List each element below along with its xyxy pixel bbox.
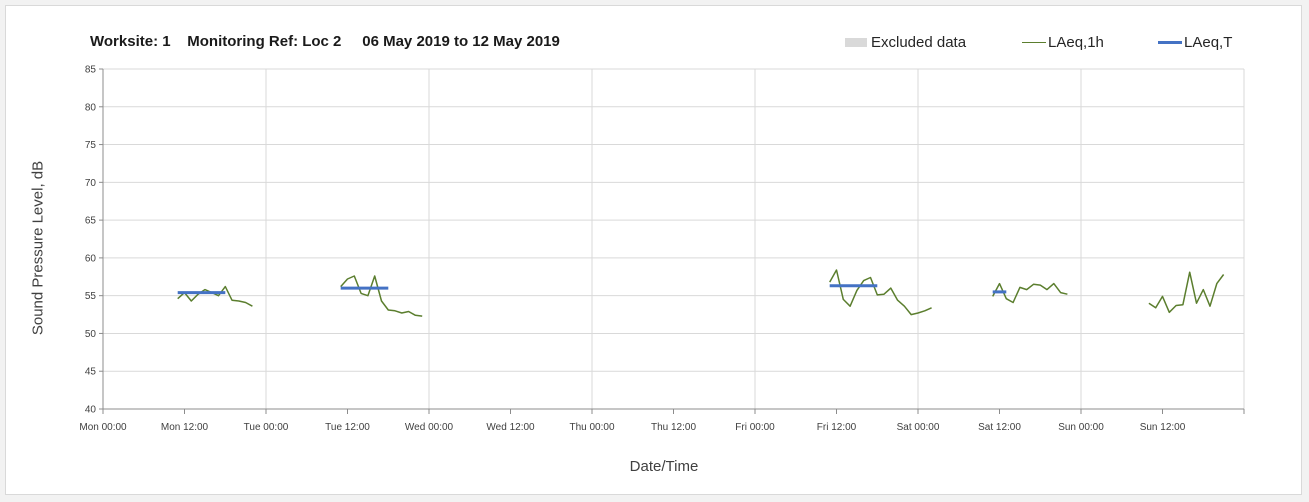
y-tick-labels: 40 45 50 55 60 65 70 75 80 85: [85, 65, 97, 416]
y-tick-label: 40: [85, 405, 97, 416]
legend-item-laeqT: LAeq,T: [1158, 34, 1232, 51]
y-tick-label: 45: [85, 367, 97, 378]
x-tick-label: Sat 12:00: [978, 422, 1021, 433]
x-tick-label: Thu 12:00: [651, 422, 696, 433]
series-lines: [177, 269, 1225, 317]
x-tick-label: Mon 00:00: [79, 422, 127, 433]
legend-label-laeqT: LAeq,T: [1184, 34, 1233, 51]
laeq1h-line: [829, 269, 932, 316]
x-tick-label: Tue 12:00: [325, 422, 370, 433]
chart-title: Worksite: 1 Monitoring Ref: Loc 2 06 May…: [90, 33, 560, 50]
laeq1h-line: [992, 282, 1068, 304]
y-tick-label: 70: [85, 178, 97, 189]
legend-item-excluded: Excluded data: [845, 34, 966, 51]
x-tick-label: Thu 00:00: [569, 422, 614, 433]
x-tick-label: Wed 00:00: [405, 422, 454, 433]
grid-lines: [103, 68, 1245, 409]
x-axis-label: Date/Time: [629, 458, 699, 475]
x-tick-label: Wed 12:00: [486, 422, 535, 433]
x-tick-label: Mon 12:00: [161, 422, 209, 433]
laeq1h-line: [340, 275, 423, 317]
excluded-swatch: [845, 38, 867, 47]
y-tick-label: 65: [85, 216, 97, 227]
y-tick-label: 55: [85, 291, 97, 302]
axes: [99, 68, 1245, 414]
y-tick-label: 75: [85, 140, 97, 151]
y-tick-label: 50: [85, 329, 97, 340]
legend-item-laeq1h: LAeq,1h: [1022, 34, 1104, 51]
laeq1h-swatch: [1022, 42, 1046, 43]
x-tick-label: Sun 00:00: [1058, 422, 1104, 433]
x-tick-label: Sun 12:00: [1140, 422, 1186, 433]
y-tick-label: 80: [85, 102, 97, 113]
laeqT-swatch: [1158, 41, 1182, 44]
legend-label-laeq1h: LAeq,1h: [1048, 34, 1104, 51]
x-tick-label: Sat 00:00: [897, 422, 940, 433]
x-tick-labels: Mon 00:00 Mon 12:00 Tue 00:00 Tue 12:00 Wed …: [79, 422, 1185, 433]
y-tick-label: 60: [85, 253, 97, 264]
x-tick-label: Fri 12:00: [817, 422, 857, 433]
chart-frame: [5, 5, 1302, 495]
legend-label-excluded: Excluded data: [871, 34, 967, 51]
laeq1h-line: [177, 285, 253, 307]
x-tick-label: Tue 00:00: [244, 422, 289, 433]
x-tick-label: Fri 00:00: [735, 422, 775, 433]
laeq1h-line: [1148, 271, 1225, 314]
y-tick-label: 85: [85, 65, 97, 76]
